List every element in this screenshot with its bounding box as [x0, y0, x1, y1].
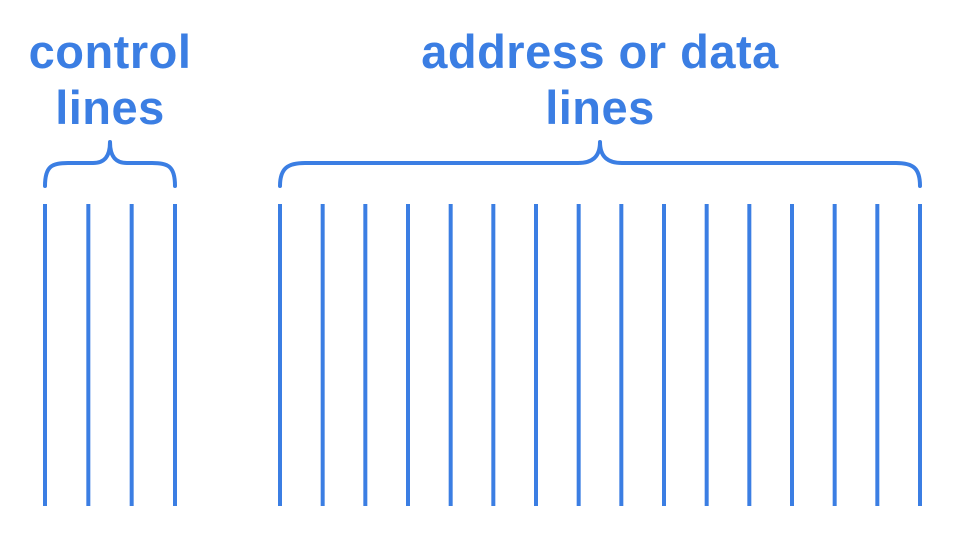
address-data-lines-label-line1: address or data — [421, 25, 779, 78]
control-lines-group — [43, 204, 177, 506]
control-lines-label-line1: control — [28, 25, 192, 78]
address-data-lines-label-line2: lines — [545, 81, 655, 134]
address-data-lines-label: address or data lines — [400, 24, 800, 136]
control-lines-brace — [43, 140, 177, 188]
control-lines-label: control lines — [10, 24, 210, 136]
control-lines-label-line2: lines — [55, 81, 165, 134]
address-data-lines-group — [278, 204, 922, 506]
address-data-lines-brace — [278, 140, 922, 188]
